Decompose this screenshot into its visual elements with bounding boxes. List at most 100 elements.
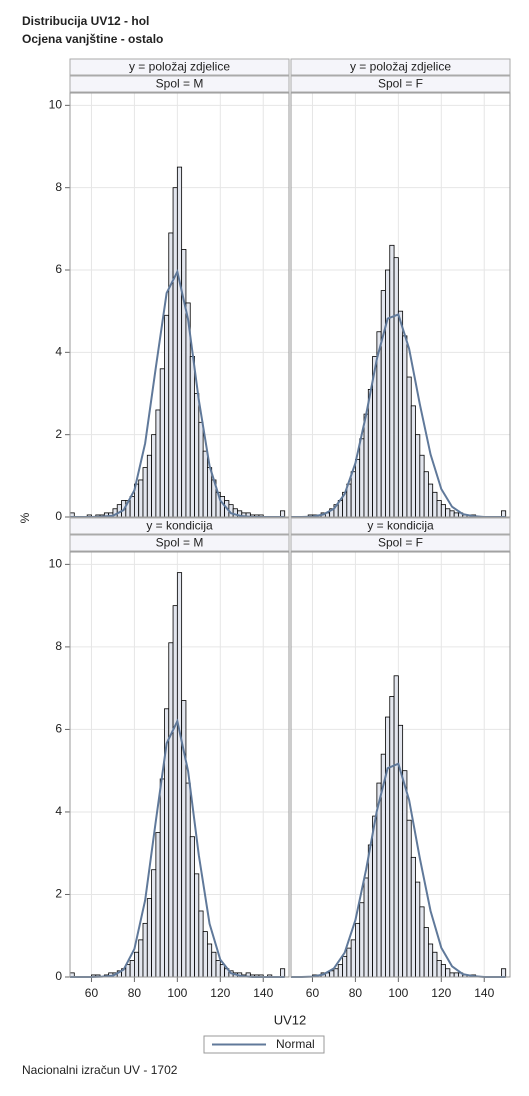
panel-frame [290,92,511,518]
histogram-bar [194,393,200,518]
panel-subheader: Spol = M [156,536,204,550]
footnote: Nacionalni izračun UV - 1702 [22,1063,178,1077]
normal-curve [291,313,506,518]
histogram-bar [337,964,343,978]
y-tick-label: 6 [55,262,62,276]
y-tick-label: 0 [55,969,62,983]
x-tick-label: 80 [128,986,142,1000]
y-tick-label: 2 [55,887,62,901]
histogram-bar [346,483,352,518]
histogram-bar [202,450,208,518]
histogram-bar [194,873,200,978]
histogram-bar [219,964,225,978]
histogram-bar [151,434,157,518]
histogram-bar [436,500,442,518]
histogram-bar [428,943,434,978]
histogram-bar [445,968,451,978]
histogram-bar [385,269,391,518]
panel-subheader: Spol = F [378,536,423,550]
histogram-bar [346,947,352,978]
histogram-bar [211,951,217,978]
x-tick-label: 60 [306,986,320,1000]
x-tick-label: 120 [431,986,451,1000]
histogram-bar [159,778,165,978]
histogram-bar [125,964,131,978]
histogram-bar [406,819,412,978]
panel-subheader: Spol = M [156,77,204,91]
y-tick-label: 8 [55,180,62,194]
histogram-bar [198,421,204,518]
histogram-bar [185,782,191,978]
subheader-box [290,534,511,552]
chart-subtitle: Ocjena vanjštine - ostalo [22,32,163,46]
histogram-bar [367,388,373,518]
histogram-bar [333,968,339,978]
histogram-bar [129,960,135,978]
histogram-bar [355,458,361,518]
panel-header: y = položaj zdjelice [129,60,230,74]
y-tick-label: 4 [55,804,62,818]
histogram-bar [415,434,421,518]
histogram-bar [146,898,152,978]
histogram-bar [389,696,395,978]
histogram-bar [342,955,348,978]
histogram-bar [453,512,459,518]
y-tick-label: 6 [55,722,62,736]
histogram-bar [423,471,429,518]
legend-label: Normal [276,1037,315,1051]
histogram-bar [415,881,421,978]
histogram-bar [329,970,335,978]
histogram-bar [146,454,152,518]
panel-subheader: Spol = F [378,77,423,91]
histogram-bar [359,438,365,518]
x-tick-label: 60 [85,986,99,1000]
subheader-box [69,534,290,552]
header-box [290,517,511,535]
histogram-bar [440,964,446,978]
histogram-bar [363,877,369,978]
x-tick-label: 140 [474,986,494,1000]
histogram-bar [202,931,208,978]
histogram-bar [419,454,425,518]
x-tick-label: 120 [210,986,230,1000]
histogram-bar [419,906,425,978]
histogram-bar [151,869,157,978]
header-box [69,58,290,76]
histogram-bar [432,951,438,978]
histogram-bar [207,467,213,518]
histogram-bar [397,310,404,518]
histogram-bar [380,290,386,518]
histogram-bar [385,716,391,978]
histogram-bar [350,471,356,518]
panel-header: y = kondicija [146,519,213,533]
histogram-bar [445,508,451,518]
histogram-bar [410,856,416,978]
y-axis-label: % [18,512,32,523]
histogram-bar [359,902,365,978]
panel-header: y = kondicija [367,519,434,533]
histogram-bar [363,413,369,518]
histogram-bar [215,960,221,978]
x-tick-label: 140 [253,986,273,1000]
histogram-bar [159,368,165,518]
histogram-bar [432,491,438,518]
panel-frame [69,92,290,518]
histogram-bar [142,467,148,518]
histogram-bar [168,232,174,518]
chart-title: Distribucija UV12 - hol [22,14,149,28]
y-tick-label: 10 [49,557,63,571]
histogram-bar [440,504,446,518]
histogram-bar [436,960,442,978]
histogram-bar [280,968,286,978]
histogram-bar [176,166,183,518]
histogram-bar [198,910,204,978]
header-box [69,517,290,535]
histogram-bar [423,927,429,978]
histogram-bar [168,642,174,978]
histogram-bar [393,257,399,518]
histogram-bar [389,244,395,518]
histogram-bar [172,187,178,518]
header-box [290,58,511,76]
histogram-bar [428,483,434,518]
histogram-bar [355,922,361,978]
